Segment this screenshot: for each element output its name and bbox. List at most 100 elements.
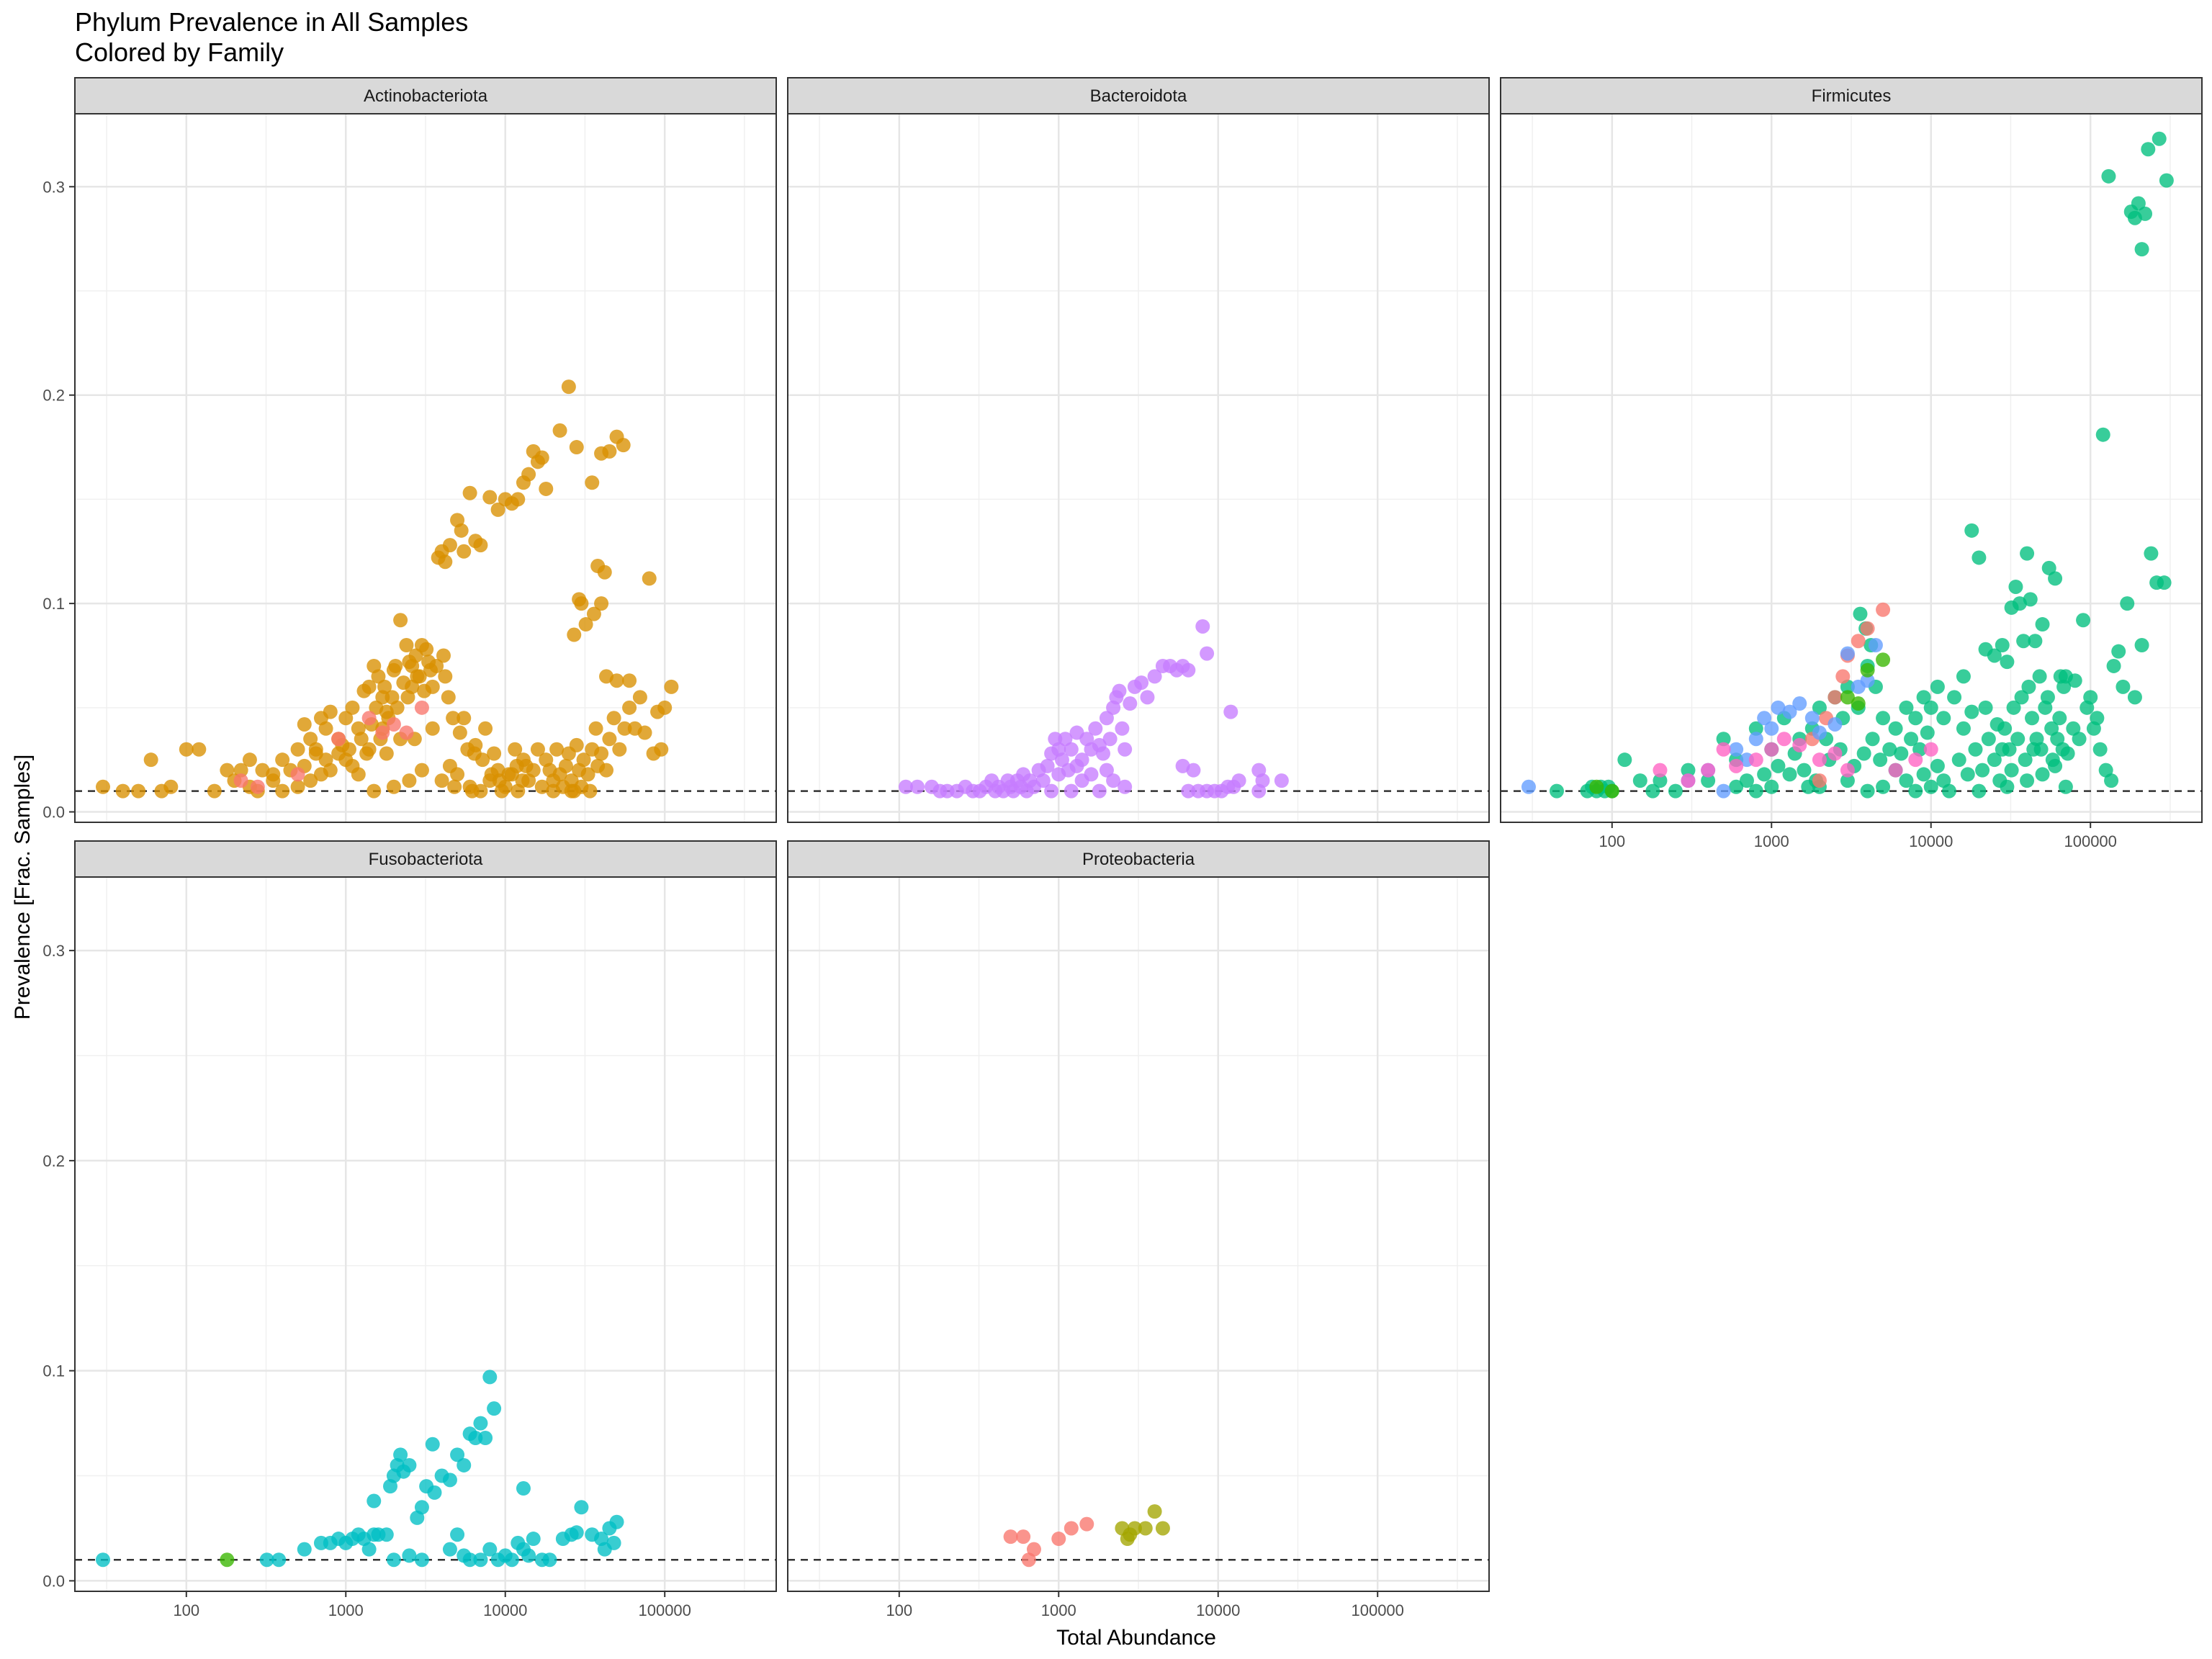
data-point	[447, 779, 462, 794]
data-point	[454, 523, 469, 538]
data-point	[1701, 773, 1716, 788]
data-point	[2040, 690, 2055, 705]
data-point	[1748, 732, 1763, 747]
data-point	[2008, 579, 2023, 594]
data-point	[1888, 763, 1903, 778]
data-point	[290, 767, 305, 782]
data-point	[1123, 696, 1138, 711]
data-point	[385, 690, 400, 705]
data-point	[1876, 779, 1891, 794]
chart-title: Phylum Prevalence in All Samples	[75, 7, 469, 37]
data-point	[1123, 1527, 1138, 1542]
data-point	[2076, 613, 2091, 628]
data-point	[2134, 638, 2149, 652]
data-point	[2159, 173, 2174, 188]
data-point	[1990, 716, 2005, 732]
data-point	[115, 783, 130, 799]
data-point	[1792, 696, 1807, 711]
data-point	[2060, 746, 2075, 761]
data-point	[318, 721, 333, 736]
data-point	[1092, 783, 1107, 799]
data-point	[1995, 742, 2010, 757]
data-point	[95, 779, 110, 794]
y-tick-label: 0.2	[42, 1152, 65, 1170]
data-point	[1923, 700, 1938, 715]
data-point	[2072, 732, 2087, 747]
x-tick-label: 1000	[1041, 1601, 1076, 1619]
data-point	[2095, 427, 2110, 442]
data-point	[1026, 1542, 1041, 1557]
data-point	[457, 711, 472, 726]
data-point	[2016, 634, 2031, 649]
data-point	[530, 742, 545, 757]
data-point	[2127, 690, 2142, 705]
data-point	[386, 779, 401, 794]
data-point	[588, 721, 603, 736]
data-point	[1764, 742, 1779, 757]
data-point	[429, 658, 444, 673]
data-point	[650, 704, 665, 719]
data-point	[388, 658, 403, 673]
data-point	[1088, 721, 1103, 736]
data-point	[521, 1548, 536, 1563]
data-point	[1251, 783, 1267, 799]
data-point	[442, 1542, 457, 1557]
data-point	[1882, 742, 1897, 757]
data-point	[1876, 711, 1891, 726]
x-tick-label: 10000	[1196, 1601, 1240, 1619]
data-point	[1908, 711, 1923, 726]
data-point	[1860, 662, 1875, 678]
data-point	[1978, 700, 1993, 715]
data-point	[1106, 773, 1121, 788]
data-point	[1868, 638, 1883, 652]
data-point	[910, 779, 925, 794]
data-point	[1757, 711, 1772, 726]
data-point	[1147, 669, 1162, 684]
data-point	[1865, 732, 1880, 747]
data-point	[1804, 711, 1820, 726]
data-point	[1748, 721, 1763, 736]
data-point	[567, 627, 582, 642]
data-point	[452, 725, 467, 740]
data-point	[207, 783, 222, 799]
data-point	[2101, 168, 2116, 184]
data-point	[1960, 767, 1975, 782]
data-point	[271, 1552, 287, 1568]
facet-label: Actinobacteriota	[364, 86, 488, 106]
data-point	[508, 742, 523, 757]
data-point	[1200, 646, 1215, 661]
data-point	[504, 1552, 519, 1568]
data-point	[361, 711, 377, 726]
data-point	[2023, 592, 2038, 607]
data-point	[427, 1485, 442, 1500]
data-point	[402, 773, 417, 788]
data-point	[386, 716, 401, 732]
data-point	[233, 773, 248, 788]
y-tick-label: 0.0	[42, 1572, 65, 1590]
data-point	[1782, 704, 1797, 719]
data-point	[457, 544, 472, 559]
data-point	[1951, 752, 1966, 768]
data-point	[534, 779, 549, 794]
data-point	[1904, 732, 1919, 747]
data-point	[375, 725, 390, 740]
data-point	[1617, 752, 1632, 768]
facet-strip	[74, 840, 777, 878]
data-point	[361, 679, 377, 694]
data-point	[425, 721, 440, 736]
panel-bacteroidota: Bacteroidota	[787, 77, 1490, 823]
data-point	[1016, 1529, 1031, 1545]
data-point	[1860, 783, 1875, 799]
x-tick-label: 1000	[328, 1601, 364, 1619]
data-point	[516, 1481, 531, 1496]
data-point	[1853, 606, 1868, 621]
data-point	[617, 721, 632, 736]
data-point	[1827, 716, 1843, 732]
data-point	[2018, 752, 2033, 768]
data-point	[1920, 725, 1935, 740]
data-point	[1668, 783, 1683, 799]
data-point	[606, 711, 621, 726]
data-point	[290, 742, 305, 757]
data-point	[131, 783, 146, 799]
data-point	[414, 763, 429, 778]
